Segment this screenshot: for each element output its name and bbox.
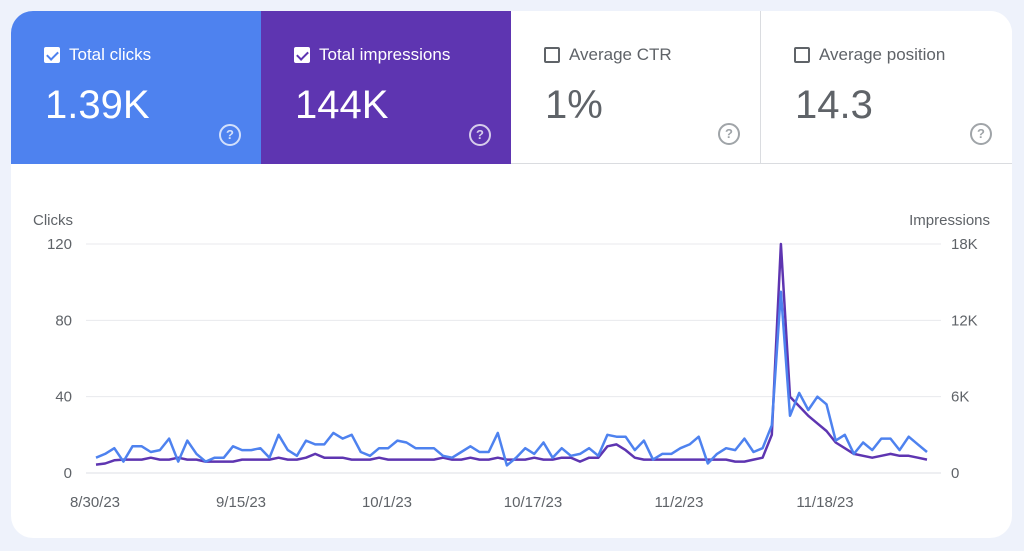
x-tick-label: 10/1/23: [362, 494, 412, 511]
x-tick-label: 9/15/23: [216, 494, 266, 511]
right-tick-label: 0: [951, 465, 959, 482]
metric-value: 1.39K: [45, 83, 150, 127]
metric-label: Average position: [819, 45, 946, 64]
metric-value: 14.3: [795, 83, 873, 127]
metric-label: Total clicks: [69, 45, 152, 64]
left-tick-label: 40: [55, 389, 72, 406]
left-tick-label: 0: [64, 465, 72, 482]
right-tick-label: 6K: [951, 389, 969, 406]
checkbox-empty-icon[interactable]: [794, 47, 810, 63]
chart-grid: [86, 243, 941, 474]
metric-tabs: Total clicks 1.39K ? Total impressions 1…: [11, 11, 1012, 164]
metric-total-impressions[interactable]: Total impressions 144K ?: [261, 11, 511, 164]
metric-average-position[interactable]: Average position 14.3 ?: [761, 11, 1012, 164]
impressions-series-line: [96, 244, 927, 465]
x-tick-label: 8/30/23: [70, 494, 120, 511]
right-tick-label: 12K: [951, 312, 978, 329]
right-axis-ticks: 0 6K 12K 18K: [951, 236, 978, 482]
x-tick-label: 11/18/23: [796, 494, 853, 511]
metric-value: 1%: [545, 83, 603, 127]
checkbox-checked-icon[interactable]: [44, 47, 60, 63]
left-axis-label: Clicks: [33, 212, 73, 229]
metric-label: Average CTR: [569, 45, 672, 64]
metric-total-clicks[interactable]: Total clicks 1.39K ?: [11, 11, 261, 164]
help-circle-icon[interactable]: ?: [219, 124, 241, 146]
checkbox-checked-icon[interactable]: [294, 47, 310, 63]
help-circle-icon[interactable]: ?: [718, 123, 740, 145]
right-axis-label: Impressions: [909, 212, 990, 229]
left-axis-ticks: 0 40 80 120: [47, 236, 72, 482]
help-circle-icon[interactable]: ?: [469, 124, 491, 146]
x-axis-ticks: 8/30/23 9/15/23 10/1/23 10/17/23 11/2/23 11/1…: [70, 494, 854, 511]
checkbox-empty-icon[interactable]: [544, 47, 560, 63]
impressions-series-line: [95, 242, 928, 466]
clicks-series-line: [95, 290, 928, 467]
left-tick-label: 120: [47, 236, 72, 253]
x-tick-label: 10/17/23: [504, 494, 562, 511]
help-circle-icon[interactable]: ?: [970, 123, 992, 145]
x-tick-label: 11/2/23: [655, 494, 704, 511]
chart-lines: [95, 242, 928, 467]
metric-label: Total impressions: [319, 45, 451, 64]
performance-card: Total clicks 1.39K ? Total impressions 1…: [11, 11, 1012, 538]
right-tick-label: 18K: [951, 236, 978, 253]
left-tick-label: 80: [55, 312, 72, 329]
metric-value: 144K: [295, 83, 389, 127]
metric-average-ctr[interactable]: Average CTR 1% ?: [511, 11, 761, 164]
performance-chart: Clicks Impressions 0 40 80 120 0 6K 12K 18K 8/…: [33, 212, 990, 511]
